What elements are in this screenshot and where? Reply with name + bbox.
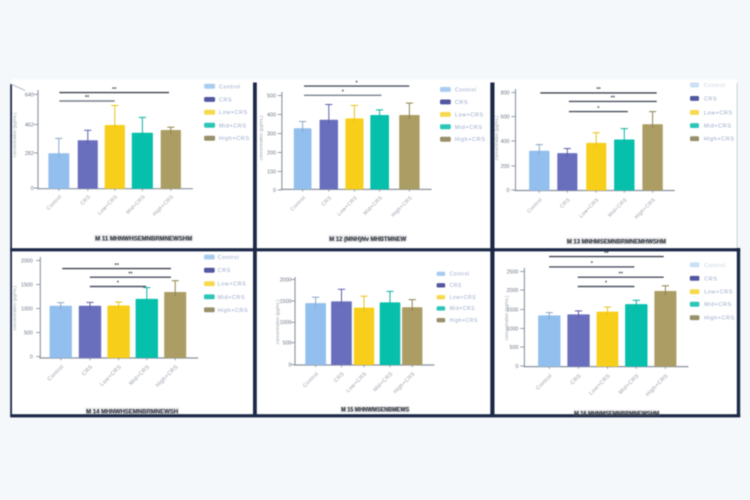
svg-text:High+CRS: High+CRS [219,136,250,142]
svg-text:1000: 1000 [507,326,519,332]
svg-text:**: ** [115,263,120,269]
svg-text:Mid+CRS: Mid+CRS [455,125,483,131]
svg-text:Control: Control [219,84,241,90]
svg-text:1500: 1500 [280,299,292,305]
svg-text:500: 500 [24,330,33,336]
svg-text:concentration (pg/mL): concentration (pg/mL) [504,295,509,340]
svg-text:M 15 MHNWMSENBMEWS: M 15 MHNWMSENBMEWS [342,407,410,414]
svg-text:M 16 MHNMSEMNBRMNEWSHM: M 16 MHNMSEMNBRMNEWSHM [574,410,659,417]
svg-text:200: 200 [501,164,510,170]
svg-text:800: 800 [501,90,510,96]
svg-text:**: ** [611,96,616,102]
svg-text:2500: 2500 [507,269,519,275]
svg-text:1000: 1000 [21,306,33,312]
svg-text:**: ** [128,271,133,277]
svg-text:1500: 1500 [21,282,33,288]
svg-text:500: 500 [510,345,519,351]
svg-text:CRS: CRS [704,276,717,282]
svg-text:*: * [356,80,359,86]
svg-text:Mid+CRS: Mid+CRS [704,124,732,130]
svg-text:High+CRS: High+CRS [450,318,478,324]
svg-text:2000: 2000 [21,258,33,264]
svg-text:500: 500 [267,93,276,99]
svg-text:**: ** [596,87,601,93]
svg-text:CRS: CRS [455,100,468,106]
svg-text:High+CRS: High+CRS [704,316,735,322]
svg-text:Low+CRS: Low+CRS [455,112,484,118]
svg-text:**: ** [604,251,609,257]
svg-text:600: 600 [501,114,510,120]
svg-text:100: 100 [267,169,276,175]
svg-text:Low+CRS: Low+CRS [450,295,477,301]
svg-text:200: 200 [267,150,276,156]
svg-text:0: 0 [515,364,518,370]
svg-text:**: ** [619,271,624,277]
svg-text:M 11 MHNWHSEMNBRMNEWSHM: M 11 MHNWHSEMNBRMNEWSHM [96,235,193,242]
svg-text:M 11 MHNWHSEMNBRMNEWSHM: M 11 MHNWHSEMNBRMNEWSHM [95,235,192,242]
svg-text:300: 300 [267,131,276,137]
svg-text:Low+CRS: Low+CRS [704,110,733,116]
svg-text:Mid+CRS: Mid+CRS [218,295,246,301]
svg-text:**: ** [112,87,117,93]
svg-text:High+CRS: High+CRS [455,137,486,143]
svg-text:0: 0 [273,188,276,194]
svg-text:CRS: CRS [218,268,231,274]
svg-text:Low+CRS: Low+CRS [218,282,247,288]
svg-text:M 12 (MNH)Nv MHBTMNEW: M 12 (MNH)Nv MHBTMNEW [329,236,407,243]
svg-text:concentration (pg/mL): concentration (pg/mL) [259,115,264,160]
svg-text:M 14 MHNWHSEMNBRMNEWSH: M 14 MHNWHSEMNBRMNEWSH [86,408,178,415]
svg-text:282: 282 [25,151,34,157]
svg-text:Control: Control [704,263,726,269]
svg-text:M 13 MNHMSEMNBRMNEMHWSHM: M 13 MNHMSEMNBRMNEMHWSHM [567,238,666,245]
svg-text:CRS: CRS [219,97,232,103]
svg-text:concentration (pg/mL): concentration (pg/mL) [494,115,499,160]
svg-text:0: 0 [30,354,33,360]
svg-text:High+CRS: High+CRS [704,137,735,143]
svg-text:concentration (pg/mL): concentration (pg/mL) [12,112,17,157]
svg-text:**: ** [85,95,90,101]
svg-text:concentration (pg/mL): concentration (pg/mL) [275,299,280,344]
svg-text:Control: Control [450,272,470,278]
svg-text:2000: 2000 [280,277,292,283]
svg-text:*: * [117,281,120,287]
svg-text:Mid+CRS: Mid+CRS [450,306,475,312]
svg-text:Control: Control [704,83,726,89]
svg-text:Control: Control [218,255,240,261]
svg-text:640: 640 [25,92,34,98]
svg-text:462: 462 [25,122,34,128]
svg-text:concentration (pg/mL): concentration (pg/mL) [12,285,17,330]
svg-text:*: * [597,106,600,112]
svg-text:High+CRS: High+CRS [218,308,249,314]
svg-text:Low+CRS: Low+CRS [704,290,733,296]
svg-text:1000: 1000 [280,320,292,326]
svg-text:M 14 MHNWHSEMNBRMNEWSH: M 14 MHNWHSEMNBRMNEWSH [87,408,179,415]
svg-text:Mid+CRS: Mid+CRS [704,302,732,308]
svg-text:500: 500 [283,341,292,347]
svg-text:M 12 (MNH)Nv MHBTMNEW: M 12 (MNH)Nv MHBTMNEW [330,236,408,243]
svg-text:CRS: CRS [704,97,717,103]
svg-text:M 13 MNHMSEMNBRMNEMHWSHM: M 13 MNHMSEMNBRMNEMHWSHM [567,238,666,245]
svg-text:1500: 1500 [507,307,519,313]
svg-text:0: 0 [507,188,510,194]
svg-text:M 15 MHNWMSENBMEWS: M 15 MHNWMSENBMEWS [341,407,409,414]
svg-text:M 16 MHNMSEMNBRMNEWSHM: M 16 MHNMSEMNBRMNEWSHM [575,410,660,417]
svg-text:400: 400 [267,112,276,118]
svg-text:2000: 2000 [507,288,519,294]
svg-text:Low+CRS: Low+CRS [219,110,248,116]
svg-text:*: * [591,261,594,267]
svg-text:Mid+CRS: Mid+CRS [219,123,247,129]
svg-text:0: 0 [31,186,34,192]
svg-text:*: * [605,281,608,287]
svg-text:400: 400 [501,139,510,145]
svg-text:CRS: CRS [450,283,462,289]
svg-text:Control: Control [455,88,477,94]
svg-text:*: * [342,90,345,96]
svg-text:0: 0 [289,363,292,369]
